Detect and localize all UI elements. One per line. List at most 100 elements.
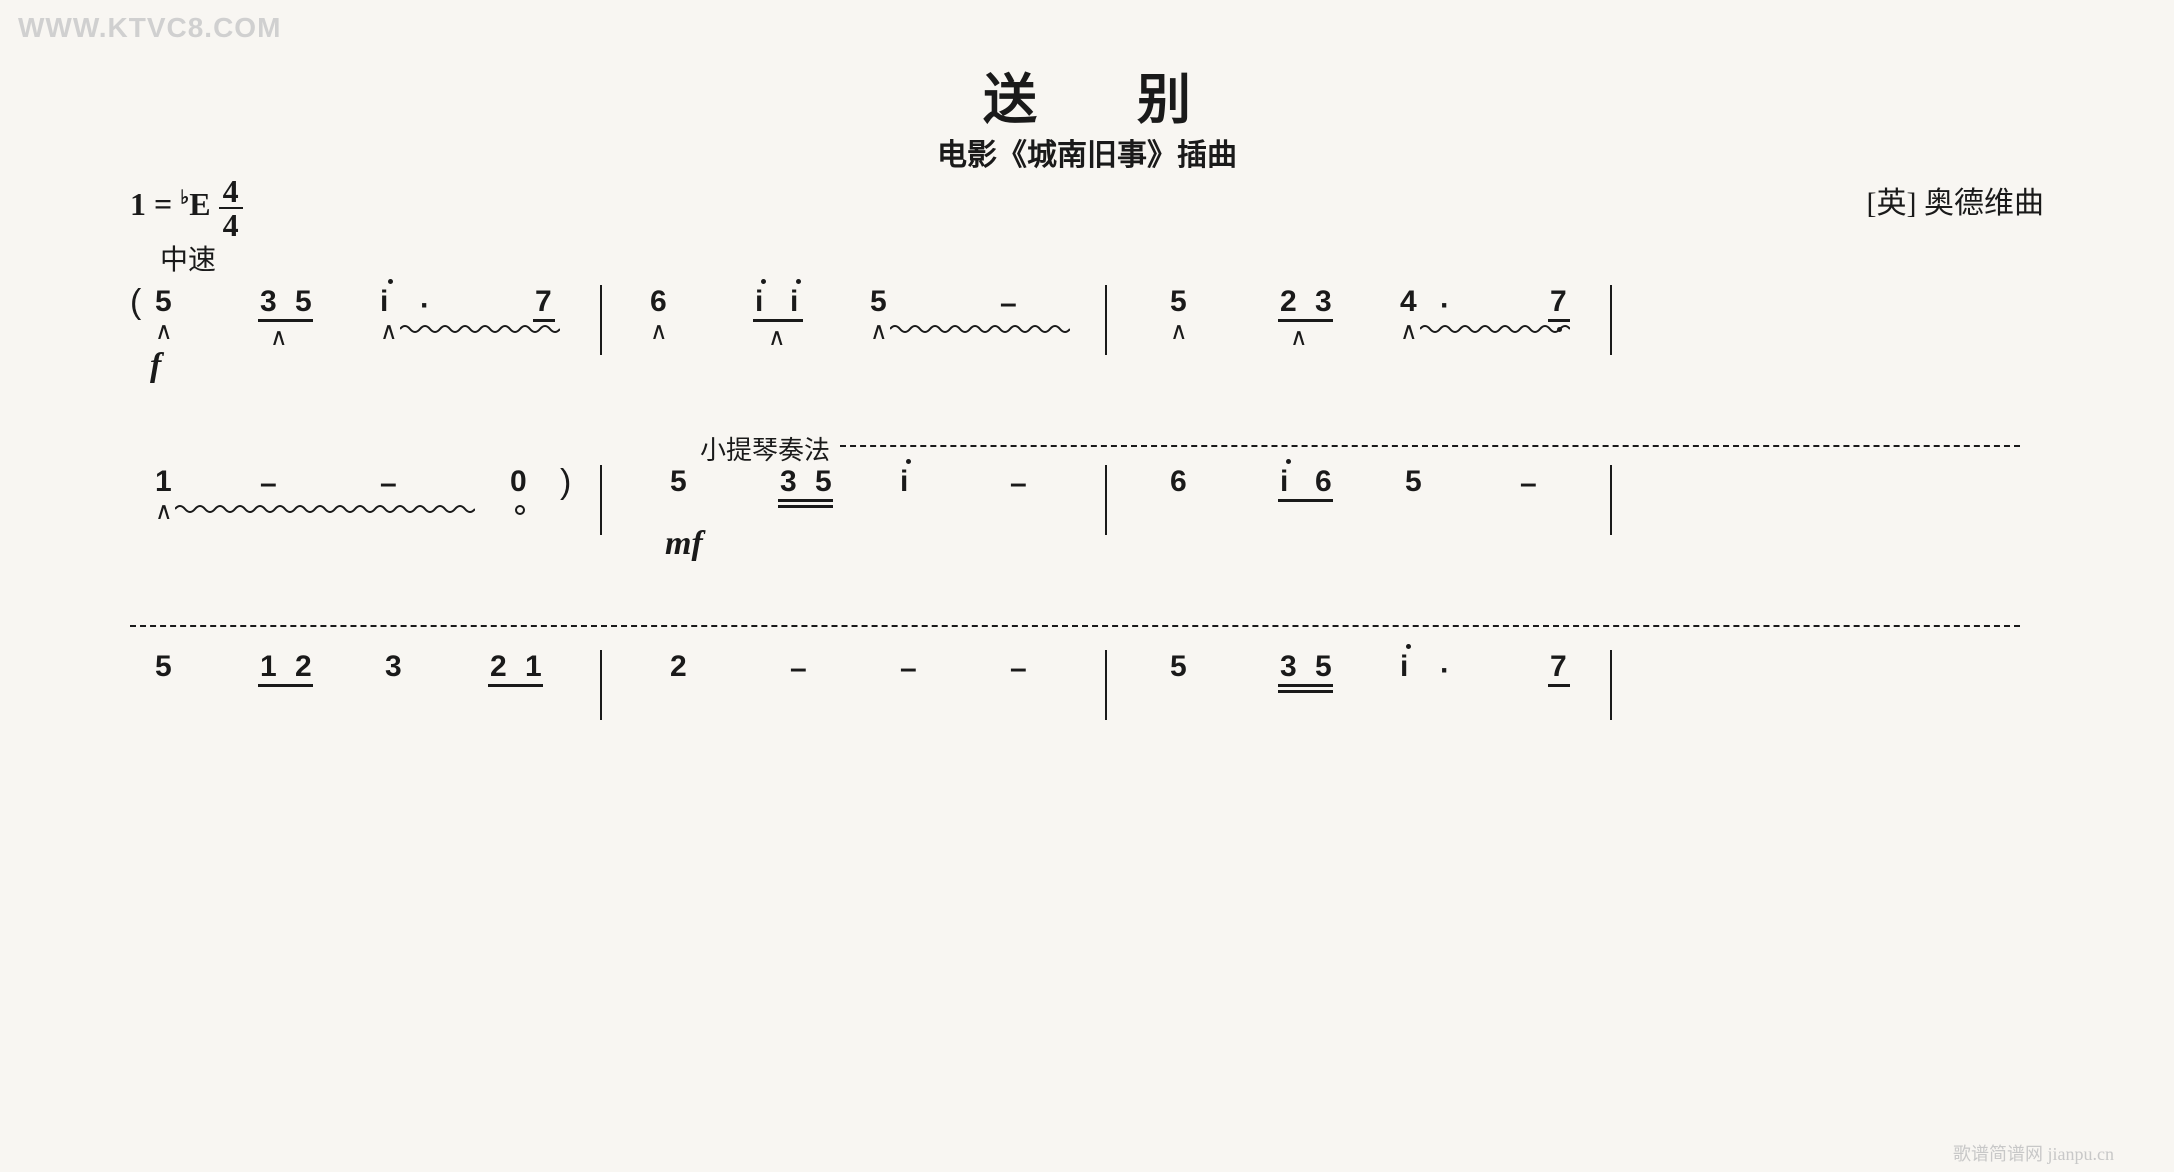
composer-credit: [英] 奥德维曲 xyxy=(1867,178,2044,222)
watermark-top-left: WWW.KTVC8.COM xyxy=(18,12,281,44)
watermark-bottom-right: 歌谱简谱网 jianpu.cn xyxy=(1953,1140,2114,1166)
note: 3 xyxy=(1315,285,1332,319)
note: 2 xyxy=(490,650,507,684)
dash: – xyxy=(260,467,277,501)
beam xyxy=(753,319,803,322)
note: 5 xyxy=(295,285,312,319)
score-line-3: 5 1 2 3 2 1 2 – – – 5 3 5 i · 7 xyxy=(130,640,2044,760)
beam xyxy=(778,499,833,502)
timesig-num: 4 xyxy=(219,175,243,209)
score-line-1: ( 5 ∧ f 3 5 ∧ i · ∧ 7 6 ∧ i i ∧ 5 ∧ – 5 … xyxy=(130,275,2044,395)
bow-mark: ∧ xyxy=(650,317,668,346)
bow-mark: ∧ xyxy=(270,323,288,352)
note: 1 xyxy=(155,465,172,499)
octave-dot xyxy=(761,279,766,284)
key-text: 1 = ♭E xyxy=(130,186,219,222)
note: 7 xyxy=(1550,650,1567,684)
note: 2 xyxy=(1280,285,1297,319)
note: 5 xyxy=(815,465,832,499)
note: 2 xyxy=(295,650,312,684)
note: i xyxy=(900,465,908,499)
note: 5 xyxy=(1170,285,1187,319)
dynamic-mf: mf xyxy=(665,525,703,563)
timesig-den: 4 xyxy=(219,209,243,241)
note: 6 xyxy=(1315,465,1332,499)
beam xyxy=(533,319,555,322)
dash: – xyxy=(1520,467,1537,501)
note: 1 xyxy=(260,650,277,684)
tremolo-line xyxy=(175,503,475,515)
beam xyxy=(1548,319,1570,322)
dash: – xyxy=(1010,652,1027,686)
note: 3 xyxy=(260,285,277,319)
tempo-marking: 中速 xyxy=(160,238,216,278)
note: 4 xyxy=(1400,285,1417,319)
note: 6 xyxy=(1170,465,1187,499)
bow-mark: ∧ xyxy=(155,317,173,346)
barline xyxy=(1105,285,1107,355)
bow-mark: ∧ xyxy=(1400,317,1418,346)
dot: · xyxy=(420,289,430,323)
key-signature: 1 = ♭E 4 4 xyxy=(130,175,243,241)
barline xyxy=(1610,465,1612,535)
note: 5 xyxy=(155,285,172,319)
dot: · xyxy=(1440,654,1450,688)
octave-dot xyxy=(796,279,801,284)
dot: · xyxy=(1440,289,1450,323)
tremolo-line xyxy=(1420,323,1570,335)
time-signature: 4 4 xyxy=(219,175,243,241)
bow-mark: ∧ xyxy=(1290,323,1308,352)
dash: – xyxy=(790,652,807,686)
octave-dot xyxy=(1286,459,1291,464)
bow-mark: ∧ xyxy=(870,317,888,346)
octave-dot xyxy=(388,279,393,284)
dashed-guide-2 xyxy=(130,625,2020,627)
bow-mark: ∧ xyxy=(1170,317,1188,346)
octave-dot xyxy=(906,459,911,464)
note: 7 xyxy=(1550,285,1567,319)
song-title: 送别 xyxy=(0,55,2174,134)
octave-dot-low xyxy=(1557,327,1562,332)
note: i xyxy=(790,285,798,319)
song-subtitle: 电影《城南旧事》插曲 xyxy=(0,130,2174,174)
beam-double xyxy=(1278,690,1333,693)
beam xyxy=(258,684,313,687)
barline xyxy=(1610,650,1612,720)
barline xyxy=(1105,650,1107,720)
note: 3 xyxy=(780,465,797,499)
beam xyxy=(258,319,313,322)
barline xyxy=(1610,285,1612,355)
note: 5 xyxy=(670,465,687,499)
bow-mark: ∧ xyxy=(380,317,398,346)
dynamic-f: f xyxy=(150,347,161,385)
tremolo-line xyxy=(890,323,1070,335)
score-line-2: 1 ∧ – – 0 ) 5 mf 3 5 i – 6 i 6 5 – xyxy=(130,455,2044,575)
note: 6 xyxy=(650,285,667,319)
dash: – xyxy=(900,652,917,686)
barline xyxy=(600,465,602,535)
note: 5 xyxy=(1405,465,1422,499)
note: i xyxy=(380,285,388,319)
beam xyxy=(488,684,543,687)
beam xyxy=(1278,499,1333,502)
beam xyxy=(1548,684,1570,687)
note: 0 xyxy=(510,465,527,499)
note: i xyxy=(1280,465,1288,499)
paren-open: ( xyxy=(130,283,141,322)
beam xyxy=(1278,319,1333,322)
barline xyxy=(600,285,602,355)
note: 3 xyxy=(1280,650,1297,684)
dash: – xyxy=(1010,467,1027,501)
note: i xyxy=(1400,650,1408,684)
note: 3 xyxy=(385,650,402,684)
note: 1 xyxy=(525,650,542,684)
note: 5 xyxy=(155,650,172,684)
beam xyxy=(1278,684,1333,687)
dashed-guide xyxy=(840,445,2020,447)
bow-mark: ∧ xyxy=(155,497,173,526)
note: i xyxy=(755,285,763,319)
bow-mark: ∧ xyxy=(768,323,786,352)
note: 5 xyxy=(1315,650,1332,684)
note: 2 xyxy=(670,650,687,684)
barline xyxy=(1105,465,1107,535)
